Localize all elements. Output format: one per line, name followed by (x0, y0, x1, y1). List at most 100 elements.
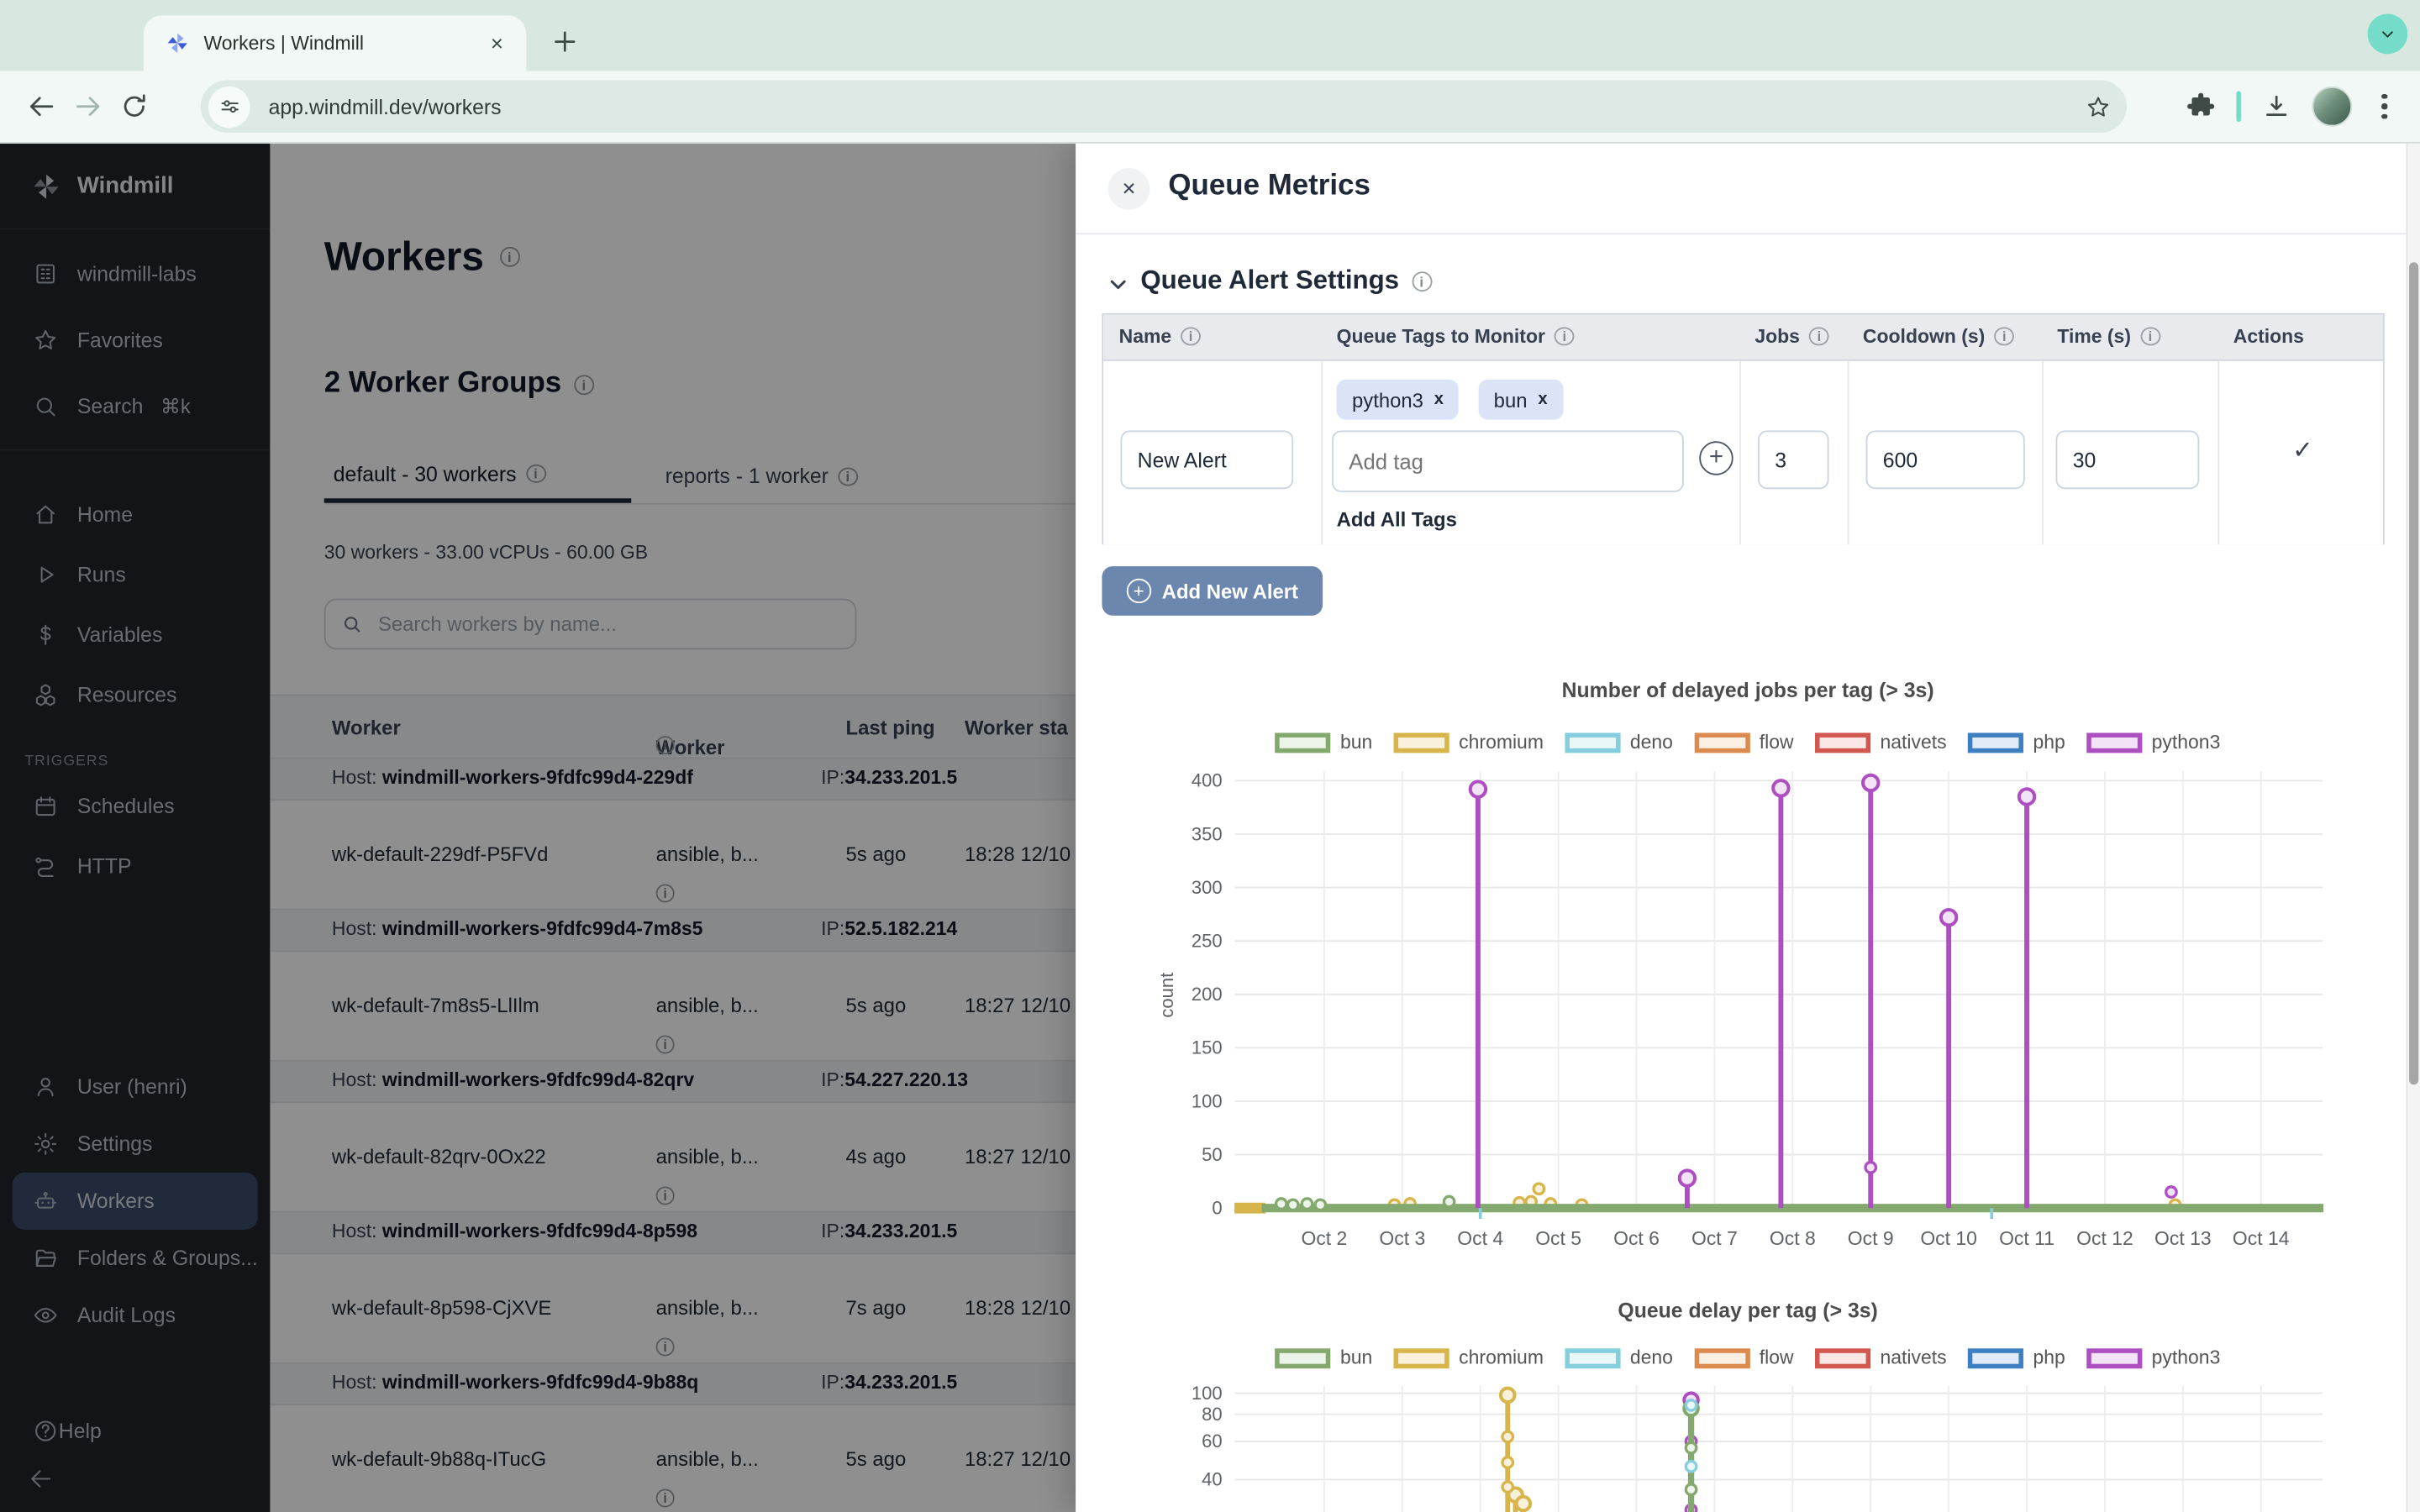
worker-search[interactable] (324, 598, 857, 650)
svg-text:Oct 10: Oct 10 (1920, 1227, 1977, 1249)
svg-text:Oct 8: Oct 8 (1770, 1227, 1816, 1249)
workers-table: Worker Worker Tags Last ping Worker sta … (270, 694, 1076, 1512)
alert-name-input[interactable] (1120, 430, 1294, 490)
bookmark-star-icon[interactable] (2085, 93, 2111, 119)
legend-item-python3[interactable]: python3 (2086, 1347, 2220, 1368)
sidebar-logo[interactable]: Windmill (0, 144, 271, 230)
legend-item-php[interactable]: php (1968, 732, 2065, 753)
sidebar-item-resources[interactable]: Resources (0, 665, 270, 726)
add-all-tags-link[interactable]: Add All Tags (1336, 507, 1457, 531)
sidebar-item-help[interactable]: Help (0, 1404, 270, 1456)
sidebar-item-windmill-labs[interactable]: windmill-labs (0, 241, 270, 307)
shortcut-hint: ⌘k (160, 394, 191, 417)
search-input[interactable] (375, 611, 840, 638)
tab-search-button[interactable] (2367, 13, 2408, 55)
info-icon[interactable] (655, 1035, 675, 1054)
profile-avatar[interactable] (2312, 86, 2353, 127)
sidebar-item-variables[interactable]: Variables (0, 605, 270, 665)
remove-tag-icon[interactable]: x (1434, 390, 1444, 409)
info-icon[interactable] (2139, 327, 2160, 346)
info-icon[interactable] (655, 1488, 675, 1508)
info-icon[interactable] (1994, 327, 2015, 346)
info-icon[interactable] (837, 466, 858, 486)
legend-item-bun[interactable]: bun (1275, 732, 1372, 753)
legend-item-nativets[interactable]: nativets (1815, 732, 1947, 753)
legend-item-chromium[interactable]: chromium (1394, 732, 1544, 753)
tab-default-group[interactable]: default - 30 workers (324, 449, 632, 503)
legend-item-deno[interactable]: deno (1565, 732, 1673, 753)
forward-button[interactable] (65, 83, 111, 129)
sidebar-item-schedules[interactable]: Schedules (0, 776, 270, 837)
sidebar-item-workers[interactable]: Workers (12, 1172, 258, 1230)
url-text: app.windmill.dev/workers (268, 94, 502, 118)
info-icon[interactable] (655, 1337, 675, 1357)
remove-tag-icon[interactable]: x (1538, 390, 1548, 409)
info-icon[interactable] (1554, 327, 1575, 346)
svg-text:200: 200 (1192, 984, 1223, 1005)
new-tab-button[interactable] (544, 20, 587, 63)
legend-item-chromium[interactable]: chromium (1394, 1347, 1544, 1368)
legend-item-deno[interactable]: deno (1565, 1347, 1673, 1368)
time-input[interactable] (2055, 430, 2200, 490)
sidebar-item-user-henri[interactable]: User (henri) (0, 1058, 270, 1116)
jobs-input[interactable] (1758, 430, 1829, 490)
sidebar-item-home[interactable]: Home (0, 485, 270, 545)
legend-item-flow[interactable]: flow (1694, 732, 1794, 753)
sidebar-item-search[interactable]: Search ⌘k (0, 373, 270, 439)
browser-tab[interactable]: Workers | Windmill × (143, 15, 527, 71)
add-tag-input[interactable] (1332, 430, 1684, 492)
info-icon[interactable] (499, 246, 520, 267)
info-icon[interactable] (1411, 270, 1432, 291)
tag-chip-python3[interactable]: python3 x (1336, 379, 1460, 420)
info-icon[interactable] (1181, 327, 1202, 346)
legend-item-flow[interactable]: flow (1694, 1347, 1794, 1368)
alert-settings-table: Name Queue Tags to Monitor Jobs Cooldown… (1102, 312, 2385, 545)
tab-reports-group[interactable]: reports - 1 worker (656, 449, 867, 502)
collapse-sidebar-button[interactable] (0, 1457, 270, 1499)
legend-item-php[interactable]: php (1968, 1347, 2065, 1368)
info-icon[interactable] (655, 1186, 675, 1205)
sidebar-item-favorites[interactable]: Favorites (0, 307, 270, 374)
info-icon[interactable] (525, 464, 546, 483)
info-icon[interactable] (655, 736, 675, 755)
legend-item-bun[interactable]: bun (1275, 1347, 1372, 1368)
info-icon[interactable] (655, 884, 675, 903)
legend-swatch (1968, 1347, 2024, 1368)
site-settings-button[interactable] (208, 85, 250, 128)
legend-item-nativets[interactable]: nativets (1815, 1347, 1947, 1368)
drawer-backdrop[interactable] (0, 143, 1076, 1512)
reload-button[interactable] (111, 83, 157, 129)
add-new-alert-button[interactable]: + Add New Alert (1102, 566, 1323, 616)
tag-chip-bun[interactable]: bun x (1478, 379, 1564, 420)
drawer-scrollbar-track[interactable] (2406, 143, 2420, 1512)
confirm-alert-button[interactable]: ✓ (2292, 438, 2313, 465)
info-icon[interactable] (1808, 327, 1829, 346)
back-button[interactable] (18, 83, 65, 129)
sidebar-item-http[interactable]: HTTP (0, 837, 270, 897)
close-button[interactable]: × (1107, 168, 1150, 210)
downloads-button[interactable] (2254, 83, 2300, 129)
drawer-scrollbar-thumb[interactable] (2408, 262, 2418, 1085)
sidebar-item-folders-groups[interactable]: Folders & Groups... (0, 1230, 270, 1287)
worker-groups-title: 2 Worker Groups (324, 367, 594, 401)
cooldown-input[interactable] (1865, 430, 2025, 490)
sidebar-item-runs[interactable]: Runs (0, 544, 270, 605)
tab-close-icon[interactable]: × (490, 30, 503, 56)
add-tag-button[interactable]: + (1699, 441, 1733, 475)
queue-alert-settings-toggle[interactable]: Queue Alert Settings (1108, 265, 1432, 297)
address-bar[interactable]: app.windmill.dev/workers (200, 80, 2128, 133)
extensions-button[interactable] (2178, 83, 2224, 129)
legend-swatch (1275, 732, 1331, 753)
legend-swatch (1275, 1347, 1331, 1368)
browser-menu-button[interactable] (2365, 93, 2405, 119)
info-icon[interactable] (573, 374, 594, 395)
legend-swatch (1694, 1347, 1750, 1368)
sidebar-item-audit-logs[interactable]: Audit Logs (0, 1287, 270, 1344)
sidebar-item-settings[interactable]: Settings (0, 1116, 270, 1173)
legend-item-python3[interactable]: python3 (2086, 732, 2220, 753)
